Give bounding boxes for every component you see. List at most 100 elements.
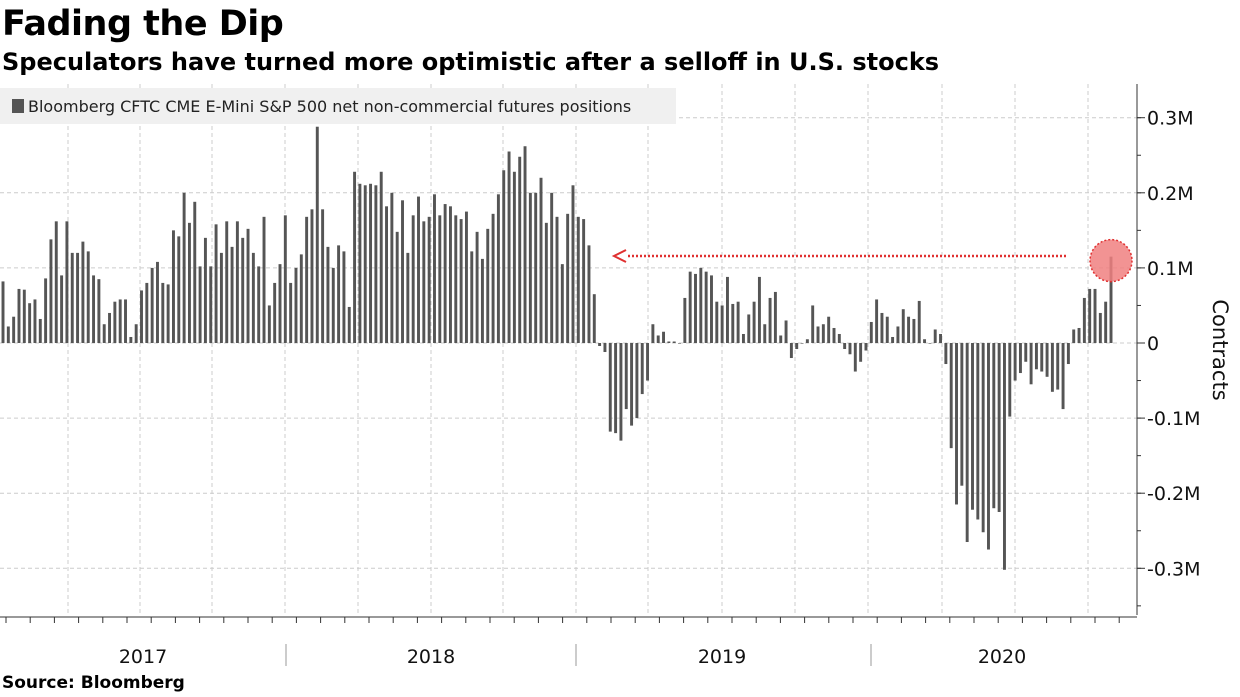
bar [385, 206, 388, 343]
bar [608, 343, 612, 432]
bar [646, 343, 650, 381]
bar [406, 252, 410, 343]
bar [640, 343, 644, 395]
x-tick-label: 2018 [407, 646, 455, 668]
y-tick-label: 0.1M [1147, 258, 1194, 280]
bar [470, 251, 474, 343]
bar [124, 299, 127, 343]
bar [289, 282, 293, 343]
bar [150, 267, 154, 343]
bar [976, 343, 980, 520]
bar [427, 216, 431, 343]
bar [449, 206, 452, 343]
bar [241, 237, 245, 343]
bar [939, 333, 942, 343]
bar [321, 209, 325, 343]
bar [203, 237, 207, 343]
bar [454, 215, 458, 343]
bar [299, 254, 303, 343]
bar [38, 318, 42, 343]
bar [715, 301, 719, 343]
bar [923, 339, 927, 343]
bar [17, 288, 21, 343]
bar [353, 171, 357, 343]
bar [1082, 297, 1086, 343]
bar [726, 276, 729, 343]
bar [1008, 343, 1012, 417]
bar [651, 324, 655, 343]
bar [390, 192, 394, 343]
bar [1098, 312, 1102, 343]
bar [859, 343, 863, 362]
bar [438, 215, 442, 343]
bar [821, 324, 825, 343]
bar [576, 216, 580, 343]
bar [102, 324, 106, 343]
bar [667, 341, 671, 343]
bar [731, 303, 735, 343]
bar [955, 343, 958, 505]
bar [475, 231, 479, 343]
x-tick-label: 2017 [119, 646, 167, 668]
bar [294, 267, 298, 343]
bar [166, 284, 170, 343]
bar [187, 222, 191, 343]
bar-series [1, 126, 1113, 570]
bar [118, 299, 122, 343]
bar [539, 177, 543, 343]
bar [523, 146, 527, 343]
bar [486, 228, 490, 343]
bar [571, 185, 575, 343]
bar [70, 252, 74, 343]
bar [44, 278, 48, 343]
bar [379, 171, 383, 343]
bar [512, 171, 516, 343]
bar [97, 279, 101, 343]
bar [699, 267, 703, 343]
bar [246, 228, 250, 343]
bar [901, 309, 905, 343]
bar [49, 239, 53, 343]
bar [837, 333, 841, 343]
bar [172, 230, 175, 343]
bar [752, 301, 756, 343]
bar [6, 326, 10, 343]
bar [971, 343, 974, 510]
bar [363, 185, 367, 343]
bar [683, 297, 687, 343]
legend-label: Bloomberg CFTC CME E-Mini S&P 500 net no… [28, 97, 631, 116]
x-tick-label: 2019 [698, 646, 746, 668]
bar [496, 194, 500, 343]
bar [177, 236, 181, 343]
bar [1045, 343, 1049, 377]
bar [741, 333, 745, 343]
bar [209, 266, 213, 343]
bar [875, 299, 879, 343]
bar [198, 266, 202, 343]
bar [401, 200, 404, 343]
bar [928, 343, 932, 344]
bar [1109, 256, 1113, 343]
bar [736, 301, 740, 343]
bar [1056, 343, 1060, 390]
bar [678, 343, 681, 344]
bar [805, 339, 809, 343]
y-tick-label: -0.1M [1147, 408, 1200, 430]
bar [768, 297, 772, 343]
bar [891, 336, 895, 343]
bar [214, 224, 218, 343]
bar [411, 215, 415, 343]
bar [507, 151, 511, 343]
bar [1, 281, 5, 343]
bar [720, 305, 724, 343]
source-note: Source: Bloomberg [2, 673, 185, 693]
bar [933, 329, 937, 343]
bar [1061, 343, 1065, 410]
bar [912, 318, 916, 343]
bar [337, 245, 341, 343]
bar [422, 221, 426, 343]
bar [832, 327, 836, 343]
bar [773, 291, 777, 343]
legend-swatch [12, 99, 24, 113]
bar [140, 290, 143, 343]
